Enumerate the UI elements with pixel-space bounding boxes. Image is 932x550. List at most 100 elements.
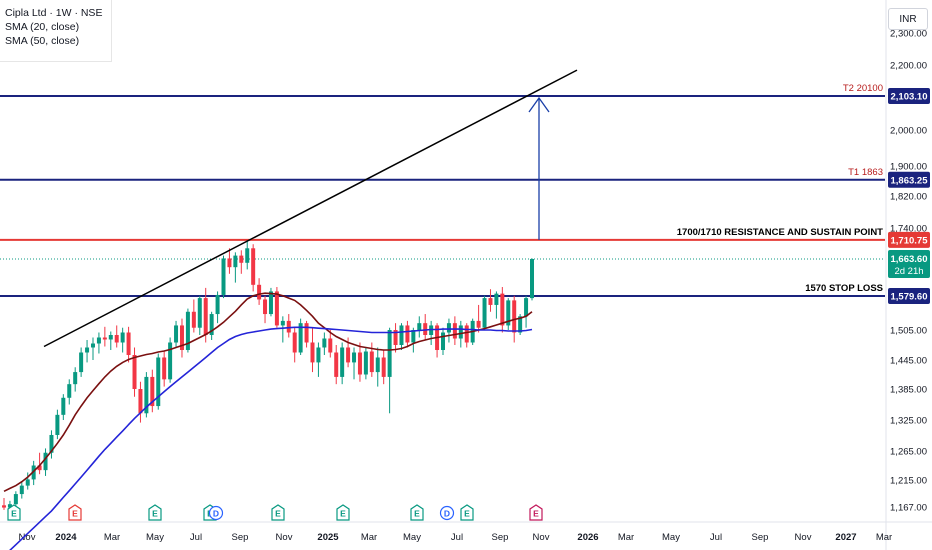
candle (257, 278, 262, 305)
candle (239, 250, 244, 274)
candle-body (530, 259, 534, 299)
candle-body (96, 337, 101, 344)
candle (328, 330, 333, 358)
candle (316, 342, 321, 377)
earnings-marker-bg (529, 504, 543, 521)
candle-body (257, 284, 262, 300)
candle (245, 240, 250, 270)
candle (49, 430, 54, 459)
candle-body (417, 323, 422, 330)
candle (263, 295, 268, 324)
candle (227, 248, 232, 274)
candle-body (458, 325, 463, 339)
event-marker: E (68, 504, 82, 521)
candle (393, 323, 398, 353)
candle-body (464, 325, 469, 343)
candle-body (441, 332, 446, 350)
candle-body (340, 347, 345, 377)
dividend-marker-bg (439, 505, 455, 521)
event-marker-label: E (11, 509, 17, 519)
candle-body (138, 389, 143, 414)
candle (138, 381, 143, 423)
symbol-title: Cipla Ltd · 1W · NSE (5, 7, 103, 19)
event-marker-label: E (464, 509, 470, 519)
time-axis-label: Nov (19, 532, 36, 543)
event-marker: E (148, 504, 162, 521)
candle-body (322, 338, 327, 348)
candle (292, 327, 297, 363)
candle-body (411, 330, 416, 343)
sma50-line (9, 326, 533, 550)
candle (405, 320, 410, 348)
candle (150, 369, 155, 413)
candle-body (298, 323, 303, 353)
candle-body (233, 255, 238, 268)
candle (108, 331, 113, 350)
candle-body (162, 357, 167, 380)
event-marker-label: D (213, 509, 219, 519)
candle (2, 498, 6, 510)
candle-body (79, 352, 84, 373)
candle (215, 291, 220, 324)
time-axis-label: May (146, 532, 164, 543)
candle (102, 326, 107, 347)
event-marker-label: E (414, 509, 420, 519)
candle (411, 327, 416, 353)
candle-body (251, 248, 256, 285)
candle-body (488, 298, 493, 305)
candle (446, 318, 451, 343)
time-axis: Nov 2024 Mar May Jul Sep Nov 2025 Mar May Jul Sep No… (19, 532, 893, 543)
candle (399, 323, 404, 350)
candle-body (2, 505, 6, 508)
candle (144, 372, 149, 418)
candle (156, 353, 161, 410)
last-price-countdown: 2d 21h (894, 266, 923, 277)
candle (96, 332, 101, 354)
candle (221, 255, 226, 299)
candle (168, 337, 173, 383)
event-marker-label: D (444, 509, 450, 519)
candle-body (387, 330, 392, 377)
candle (19, 481, 24, 499)
candle-body (203, 298, 208, 335)
level-price-tag: 1,863.25 (888, 171, 930, 188)
candle-body (452, 323, 457, 339)
candle-body (49, 434, 54, 453)
candle-body (476, 320, 481, 328)
candle (251, 244, 256, 292)
sma20-line (3, 292, 533, 493)
time-axis-label: 2026 (577, 532, 598, 543)
candle-body (61, 397, 66, 415)
time-axis-label: May (662, 532, 680, 543)
candle (381, 350, 386, 385)
candle (25, 472, 30, 490)
earnings-marker-bg (68, 504, 82, 521)
event-marker: D (208, 505, 224, 521)
candles (2, 240, 534, 511)
candle (174, 320, 179, 348)
candle-body (108, 335, 113, 340)
candle-body (375, 357, 380, 373)
candle (482, 295, 487, 330)
candle-body (512, 300, 517, 333)
event-markers: EEEEDEEEDEE (7, 504, 543, 521)
candle-body (67, 384, 72, 398)
level-price-tag-bg (888, 288, 930, 304)
candle (233, 252, 238, 283)
candle-body (346, 347, 351, 363)
candle-body (85, 347, 90, 353)
candle-body (102, 337, 107, 340)
candle (280, 316, 285, 343)
candle-body (239, 255, 244, 263)
candle-body (37, 465, 42, 471)
candle (43, 448, 48, 476)
candle-body (352, 352, 357, 363)
price-axis-label: 1,900.00 (890, 162, 927, 173)
candle-body (524, 298, 529, 317)
candle (464, 323, 469, 348)
time-axis-label: Mar (104, 532, 120, 543)
currency-button[interactable]: INR (888, 8, 928, 30)
price-axis-label: 1,385.00 (890, 385, 927, 396)
candle-body (506, 300, 511, 326)
